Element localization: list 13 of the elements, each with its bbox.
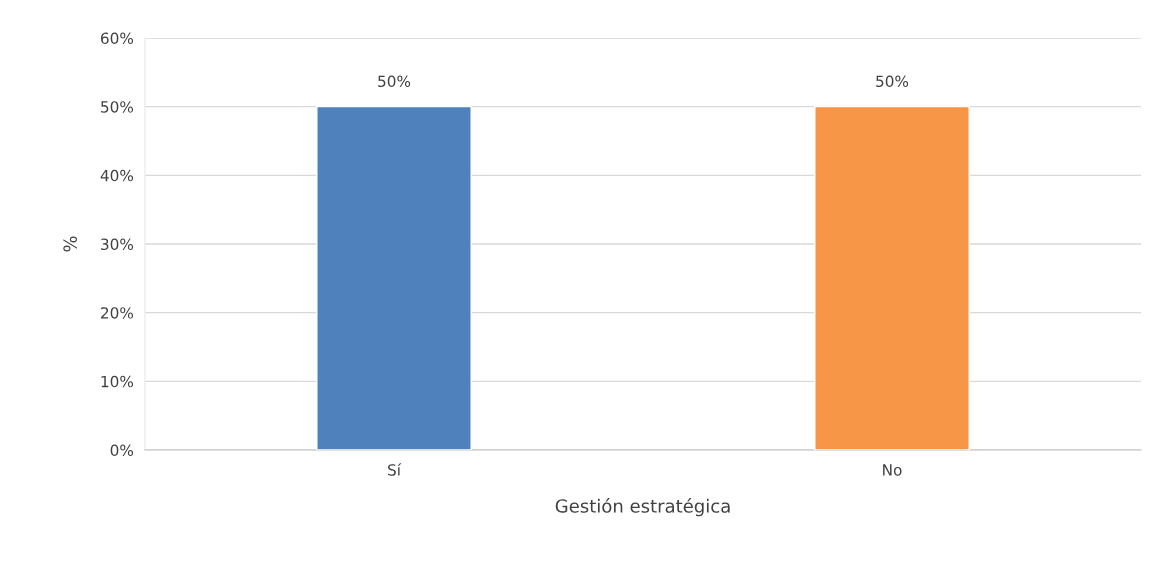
y-tick-label: 40%	[100, 169, 134, 182]
x-tick-label: No	[883, 464, 902, 476]
data-label: 50%	[378, 75, 411, 88]
y-tick-label: 60%	[101, 32, 134, 45]
y-tick-label: 20%	[101, 307, 134, 319]
x-axis-title: Gestión estratégica	[555, 498, 730, 517]
y-tick-label: 10%	[101, 375, 134, 388]
y-tick-label: 0%	[110, 444, 134, 457]
y-axis-title: %	[63, 236, 77, 252]
y-tick-label: 30%	[101, 238, 134, 251]
data-label: 50%	[876, 75, 909, 88]
y-tick-label: 50%	[101, 101, 134, 113]
x-tick-label: Sí	[388, 463, 402, 476]
